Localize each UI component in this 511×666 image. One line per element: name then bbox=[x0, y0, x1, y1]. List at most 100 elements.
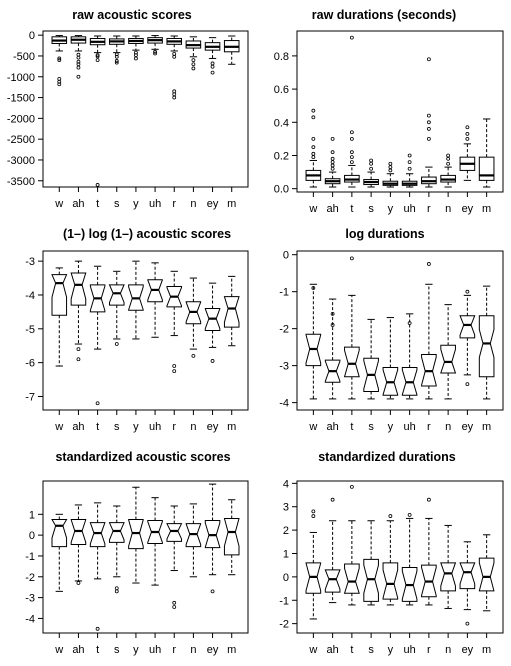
x-tick-label: uh bbox=[404, 203, 416, 215]
x-tick-label: uh bbox=[149, 198, 161, 210]
panel-title: log durations bbox=[345, 227, 424, 241]
y-tick-label: 0 bbox=[283, 572, 289, 584]
y-tick-label: 0 bbox=[283, 250, 289, 262]
x-tick-label: r bbox=[172, 198, 176, 210]
outlier-point bbox=[426, 57, 431, 62]
notched-box bbox=[459, 562, 476, 590]
y-tick-label: 0.0 bbox=[274, 184, 289, 196]
panel-title: standardized durations bbox=[318, 450, 456, 464]
outlier-point bbox=[76, 59, 81, 64]
y-tick-label: -2 bbox=[279, 324, 289, 336]
panel-raw-durations: raw durations (seconds) 0.0 0.2 0.4 0.6 0.8 w… bbox=[274, 8, 504, 215]
y-tick-label: -3500 bbox=[7, 176, 35, 188]
panel-standardized-durations: standardized durations 4 3 2 1 0 -1 -2 w ah t s y uh… bbox=[279, 450, 504, 656]
outlier-point bbox=[407, 321, 412, 326]
y-tick-label: -500 bbox=[13, 51, 35, 63]
x-tick-label: m bbox=[482, 644, 491, 656]
outlier-point bbox=[407, 160, 412, 165]
y-tick-label: -3 bbox=[279, 361, 289, 373]
outlier-point bbox=[446, 156, 451, 161]
x-tick-label: ah bbox=[72, 198, 84, 210]
outlier-point bbox=[76, 347, 81, 352]
x-tick-label: w bbox=[308, 203, 317, 215]
notched-box bbox=[440, 344, 457, 374]
y-tick-label: -6 bbox=[25, 358, 35, 370]
outlier-point bbox=[153, 51, 157, 56]
x-tick-label: w bbox=[54, 198, 63, 210]
plot-frame bbox=[296, 480, 504, 634]
y-tick-label: -1000 bbox=[7, 72, 35, 84]
y-tick-label: 1 bbox=[29, 509, 35, 521]
y-tick-label: -2 bbox=[25, 572, 35, 584]
x-tick-label: t bbox=[350, 644, 353, 656]
x-tick-label: r bbox=[427, 644, 431, 656]
outlier-point bbox=[330, 136, 335, 141]
notched-box bbox=[363, 558, 379, 602]
x-tick-label: r bbox=[427, 421, 431, 433]
outlier-point bbox=[172, 600, 177, 605]
outlier-point bbox=[172, 369, 177, 373]
outlier-point bbox=[426, 127, 431, 131]
outlier-point bbox=[311, 286, 316, 290]
x-tick-label: y bbox=[388, 644, 394, 656]
y-tick-label: -4 bbox=[25, 290, 35, 302]
outlier-point bbox=[172, 605, 177, 609]
y-tick-label: 1 bbox=[283, 548, 289, 560]
x-tick-label: ah bbox=[326, 644, 338, 656]
outlier-point bbox=[426, 136, 431, 141]
x-tick-label: y bbox=[133, 644, 139, 656]
outlier-point bbox=[426, 120, 431, 125]
outlier-point bbox=[114, 342, 119, 346]
x-tick-label: y bbox=[388, 203, 394, 215]
notched-box bbox=[382, 562, 399, 600]
outlier-point bbox=[114, 586, 119, 591]
outlier-point bbox=[114, 52, 119, 57]
outlier-point bbox=[76, 74, 81, 79]
x-tick-label: ah bbox=[72, 421, 84, 433]
y-tick-label: -1 bbox=[279, 595, 289, 607]
outlier-point bbox=[330, 497, 335, 502]
x-tick-label: t bbox=[350, 203, 353, 215]
notched-box bbox=[440, 562, 457, 592]
x-tick-label: r bbox=[427, 203, 431, 215]
x-tick-label: s bbox=[368, 203, 374, 215]
outlier-point bbox=[349, 256, 354, 261]
outlier-point bbox=[134, 50, 138, 55]
outlier-point bbox=[134, 56, 138, 61]
notched-box bbox=[478, 315, 495, 378]
x-tick-label: ah bbox=[326, 421, 338, 433]
outlier-point bbox=[311, 151, 316, 156]
outlier-point bbox=[465, 125, 470, 130]
outlier-point bbox=[210, 70, 215, 75]
outlier-point bbox=[349, 150, 354, 155]
x-tick-label: ey bbox=[462, 203, 474, 215]
outlier-point bbox=[407, 153, 412, 158]
outlier-point bbox=[426, 497, 431, 502]
plot-frame bbox=[296, 250, 504, 411]
x-tick-label: ey bbox=[462, 421, 474, 433]
x-tick-label: y bbox=[133, 421, 139, 433]
outlier-point bbox=[114, 60, 119, 65]
outlier-point bbox=[95, 183, 100, 187]
y-tick-label: -3000 bbox=[7, 155, 35, 167]
x-tick-label: s bbox=[368, 421, 374, 433]
outlier-point bbox=[57, 79, 62, 84]
panel-title: raw durations (seconds) bbox=[312, 8, 456, 22]
outlier-point bbox=[388, 168, 393, 173]
outlier-point bbox=[388, 165, 393, 170]
x-tick-label: n bbox=[190, 198, 196, 210]
panel-title: (1–) log (1–) acoustic scores bbox=[63, 227, 231, 241]
panel-raw-acoustic-scores: raw acoustic scores 0 -500 -1000 -1500 -2000… bbox=[7, 8, 249, 210]
outlier-point bbox=[330, 160, 335, 165]
outlier-point bbox=[349, 130, 354, 135]
notched-box bbox=[51, 519, 68, 548]
y-tick-label: -5 bbox=[25, 324, 35, 336]
y-tick-label: -2500 bbox=[7, 134, 35, 146]
outlier-point bbox=[369, 161, 374, 166]
outlier-point bbox=[76, 581, 81, 585]
outlier-point bbox=[114, 589, 119, 594]
x-tick-label: n bbox=[445, 421, 451, 433]
y-tick-label: -7 bbox=[25, 391, 35, 403]
outlier-point bbox=[330, 156, 335, 161]
x-tick-label: ah bbox=[72, 644, 84, 656]
